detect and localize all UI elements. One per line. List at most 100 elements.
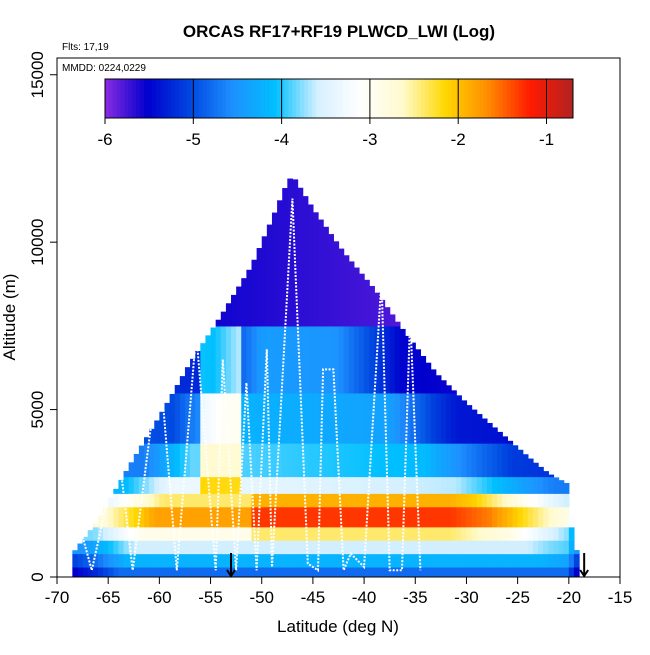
flight-track-layer bbox=[81, 198, 422, 573]
heatmap-cell bbox=[103, 540, 109, 555]
heatmap-cell bbox=[466, 526, 473, 541]
heatmap-cell bbox=[435, 392, 442, 444]
heatmap-cell bbox=[420, 356, 427, 394]
heatmap-cell bbox=[154, 443, 160, 478]
heatmap-cell bbox=[123, 553, 130, 568]
heatmap-cell bbox=[502, 443, 508, 478]
colorbar-swatch bbox=[479, 79, 484, 118]
heatmap-cell bbox=[532, 493, 539, 508]
heatmap-cell bbox=[476, 493, 483, 508]
heatmap-cell bbox=[543, 566, 549, 577]
heatmap-cell bbox=[256, 540, 263, 555]
colorbar-swatch bbox=[467, 79, 473, 118]
heatmap-cell bbox=[512, 540, 519, 555]
heatmap-cell bbox=[241, 506, 247, 528]
heatmap-cell bbox=[236, 286, 242, 327]
heatmap-cell bbox=[471, 566, 478, 577]
heatmap-cell bbox=[512, 553, 519, 568]
heatmap-cell bbox=[451, 566, 457, 577]
heatmap-cell bbox=[210, 392, 217, 444]
heatmap-cell bbox=[128, 540, 135, 555]
heatmap-cell bbox=[532, 506, 539, 528]
heatmap-cell bbox=[384, 325, 391, 394]
x-tick-label: -45 bbox=[301, 588, 326, 607]
heatmap-cell bbox=[190, 553, 196, 568]
heatmap-cell bbox=[563, 506, 570, 528]
heatmap-cell bbox=[266, 392, 273, 444]
colorbar-swatch bbox=[362, 79, 367, 118]
heatmap-cell bbox=[353, 476, 360, 494]
heatmap-cell bbox=[379, 299, 386, 327]
heatmap-cell bbox=[512, 493, 519, 508]
heatmap-cell bbox=[297, 493, 304, 508]
heatmap-cell bbox=[348, 325, 355, 394]
heatmap-cell bbox=[384, 566, 391, 577]
heatmap-cell bbox=[538, 553, 544, 568]
heatmap-cell bbox=[476, 526, 483, 541]
heatmap-cell bbox=[471, 493, 478, 508]
heatmap-cell bbox=[307, 392, 314, 444]
heatmap-cell bbox=[318, 566, 324, 577]
heatmap-cell bbox=[149, 428, 155, 444]
heatmap-cell bbox=[532, 566, 539, 577]
heatmap-cell bbox=[353, 267, 360, 327]
heatmap-cell bbox=[246, 526, 253, 541]
heatmap-cell bbox=[486, 540, 493, 555]
heatmap-cell bbox=[333, 566, 340, 577]
heatmap-cell bbox=[190, 443, 196, 478]
heatmap-cell bbox=[445, 506, 452, 528]
colorbar-swatch bbox=[112, 79, 118, 118]
heatmap-cell bbox=[410, 553, 416, 568]
heatmap-cell bbox=[461, 400, 468, 444]
x-tick-label: -60 bbox=[147, 588, 172, 607]
heatmap-cell bbox=[307, 493, 314, 508]
heatmap-cell bbox=[133, 493, 140, 508]
heatmap-cell bbox=[486, 553, 493, 568]
colorbar-swatch bbox=[522, 79, 527, 118]
heatmap-cell bbox=[384, 476, 391, 494]
heatmap-cell bbox=[210, 540, 217, 555]
heatmap-cell bbox=[261, 540, 268, 555]
heatmap-cell bbox=[451, 390, 457, 394]
heatmap-cell bbox=[144, 437, 150, 444]
heatmap-cell bbox=[108, 506, 114, 528]
heatmap-cell bbox=[543, 540, 549, 555]
heatmap-cell bbox=[451, 526, 457, 541]
heatmap-cell bbox=[379, 493, 386, 508]
heatmap-cell bbox=[405, 493, 411, 508]
heatmap-cell bbox=[358, 526, 365, 541]
heatmap-cell bbox=[543, 476, 549, 494]
colorbar-swatch bbox=[288, 79, 293, 118]
heatmap-cell bbox=[231, 294, 237, 327]
heatmap-cell bbox=[374, 553, 381, 568]
heatmap-cell bbox=[553, 506, 560, 528]
heatmap-cell bbox=[302, 196, 309, 327]
heatmap-cell bbox=[154, 566, 160, 577]
heatmap-cell bbox=[77, 553, 84, 568]
heatmap-cell bbox=[497, 566, 503, 577]
heatmap-cell bbox=[169, 506, 176, 528]
heatmap-cell bbox=[200, 476, 207, 494]
heatmap-cell bbox=[246, 443, 253, 478]
heatmap-cell bbox=[323, 325, 329, 394]
heatmap-cell bbox=[292, 325, 299, 394]
heatmap-cell bbox=[456, 566, 462, 577]
colorbar-swatch bbox=[346, 79, 352, 118]
heatmap-cell bbox=[486, 422, 493, 444]
heatmap-cell bbox=[179, 553, 186, 568]
heatmap-cell bbox=[333, 476, 340, 494]
heatmap-cell bbox=[318, 540, 324, 555]
heatmap-cell bbox=[369, 506, 375, 528]
heatmap-cell bbox=[507, 440, 514, 444]
colorbar-swatch bbox=[510, 79, 515, 118]
colorbar-swatch bbox=[463, 79, 469, 118]
colorbar-swatch bbox=[284, 79, 289, 118]
heatmap-cell bbox=[374, 566, 381, 577]
heatmap-cell bbox=[374, 540, 381, 555]
heatmap-cell bbox=[271, 540, 278, 555]
heatmap-cell bbox=[225, 303, 232, 327]
heatmap-cell bbox=[92, 526, 99, 541]
heatmap-cell bbox=[292, 179, 299, 327]
heatmap-cell bbox=[241, 443, 247, 478]
heatmap-cell bbox=[205, 506, 212, 528]
